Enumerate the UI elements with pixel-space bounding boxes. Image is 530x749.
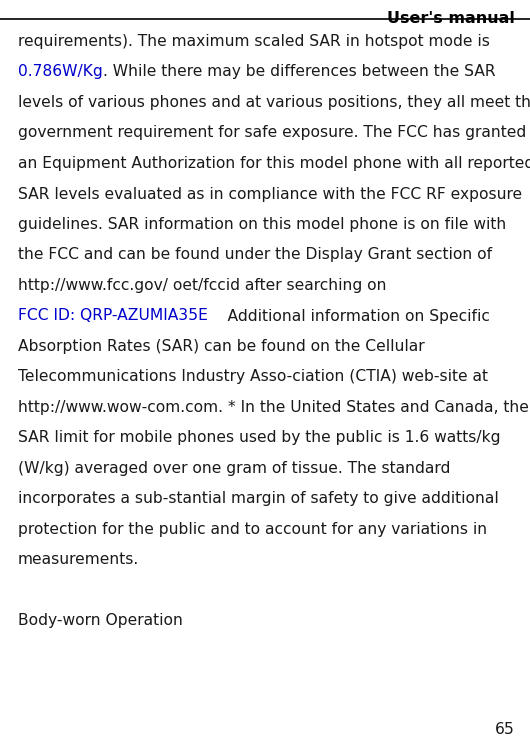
Text: incorporates a sub-stantial margin of safety to give additional: incorporates a sub-stantial margin of sa…	[18, 491, 499, 506]
Text: measurements.: measurements.	[18, 553, 139, 568]
Text: 0.786W/Kg: 0.786W/Kg	[18, 64, 103, 79]
Text: levels of various phones and at various positions, they all meet the: levels of various phones and at various …	[18, 95, 530, 110]
Text: Telecommunications Industry Asso-ciation (CTIA) web-site at: Telecommunications Industry Asso-ciation…	[18, 369, 488, 384]
Text: government requirement for safe exposure. The FCC has granted: government requirement for safe exposure…	[18, 126, 526, 141]
Text: User's manual: User's manual	[387, 11, 515, 26]
Text: . While there may be differences between the SAR: . While there may be differences between…	[103, 64, 496, 79]
Text: Body-worn Operation: Body-worn Operation	[18, 613, 183, 628]
Text: SAR limit for mobile phones used by the public is 1.6 watts/kg: SAR limit for mobile phones used by the …	[18, 431, 500, 446]
Text: guidelines. SAR information on this model phone is on file with: guidelines. SAR information on this mode…	[18, 217, 506, 232]
Text: FCC ID: QRP-AZUMIA35E: FCC ID: QRP-AZUMIA35E	[18, 309, 208, 324]
Text: SAR levels evaluated as in compliance with the FCC RF exposure: SAR levels evaluated as in compliance wi…	[18, 187, 522, 201]
Text: an Equipment Authorization for this model phone with all reported: an Equipment Authorization for this mode…	[18, 156, 530, 171]
Text: (W/kg) averaged over one gram of tissue. The standard: (W/kg) averaged over one gram of tissue.…	[18, 461, 450, 476]
Text: 65: 65	[495, 722, 515, 737]
Text: Absorption Rates (SAR) can be found on the Cellular: Absorption Rates (SAR) can be found on t…	[18, 339, 425, 354]
Text: requirements). The maximum scaled SAR in hotspot mode is: requirements). The maximum scaled SAR in…	[18, 34, 494, 49]
Text: http://www.wow-com.com. * In the United States and Canada, the: http://www.wow-com.com. * In the United …	[18, 400, 529, 415]
Text: http://www.fcc.gov/ oet/fccid after searching on: http://www.fcc.gov/ oet/fccid after sear…	[18, 278, 386, 293]
Text: the FCC and can be found under the Display Grant section of: the FCC and can be found under the Displ…	[18, 247, 492, 262]
Text: protection for the public and to account for any variations in: protection for the public and to account…	[18, 522, 487, 537]
Text: Additional information on Specific: Additional information on Specific	[208, 309, 490, 324]
